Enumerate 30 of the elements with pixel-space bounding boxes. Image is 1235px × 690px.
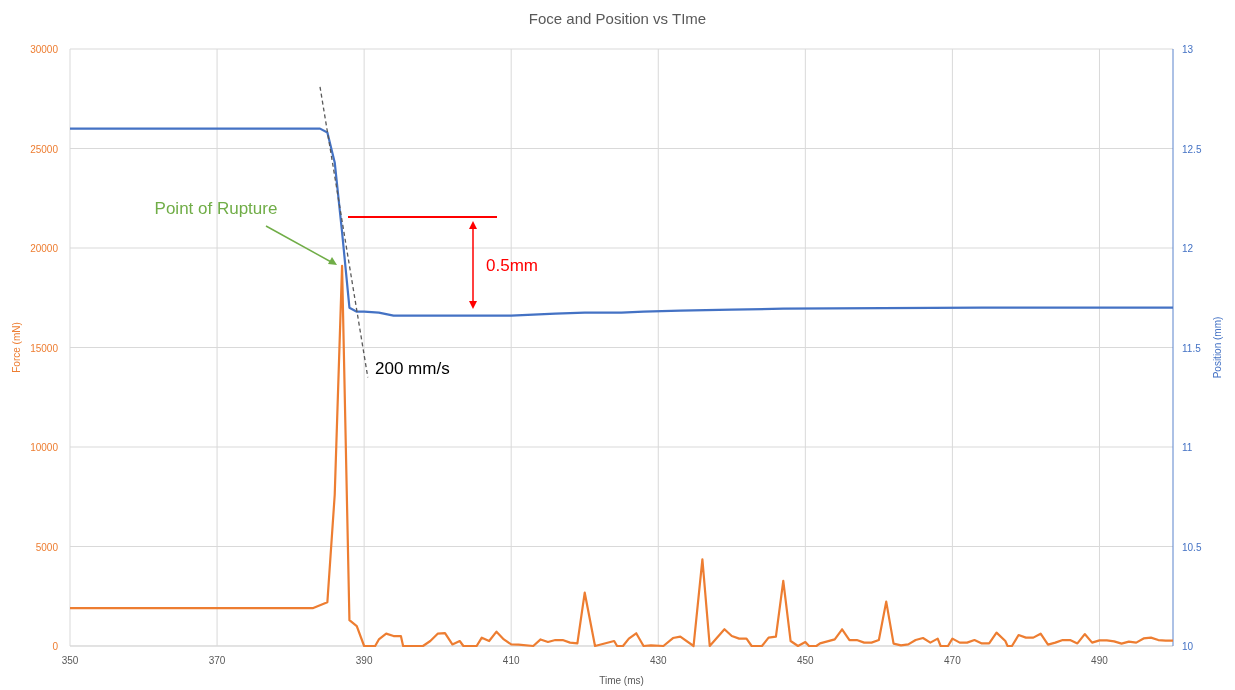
- y-tick-label: 10000: [30, 442, 59, 453]
- x-axis-title: Time (ms): [599, 675, 644, 686]
- annotation: 0.5mm: [486, 256, 538, 275]
- x-tick-label: 390: [355, 655, 373, 666]
- y2-tick-label: 13: [1182, 44, 1194, 55]
- y2-tick-label: 11: [1182, 442, 1193, 453]
- y-axis-title: Force (mN): [11, 322, 22, 373]
- x-tick-label: 430: [649, 655, 668, 666]
- y-tick-label: 15000: [30, 342, 59, 354]
- y-tick-label: 5000: [35, 541, 59, 553]
- x-tick-label: 350: [61, 655, 79, 666]
- y2-tick-label: 12.5: [1182, 143, 1202, 155]
- chart-title: Foce and Position vs TIme: [528, 10, 707, 27]
- y-tick-label: 20000: [30, 243, 59, 254]
- annotation: Point of Rupture: [154, 199, 278, 218]
- annotation: 200 mm/s: [375, 359, 450, 378]
- y2-tick-label: 12: [1182, 243, 1194, 254]
- x-tick-label: 410: [502, 655, 520, 666]
- x-tick-label: 370: [208, 655, 226, 666]
- y2-tick-label: 11.5: [1182, 342, 1202, 354]
- y2-tick-label: 10: [1182, 641, 1194, 652]
- y-tick-label: 25000: [30, 143, 59, 155]
- y2-axis-title: Position (mm): [1212, 316, 1223, 379]
- y-tick-label: 30000: [30, 44, 59, 55]
- y-tick-label: 0: [52, 641, 59, 652]
- y2-tick-label: 10.5: [1182, 541, 1202, 553]
- line-series: [68, 127, 1175, 317]
- x-tick-label: 450: [796, 655, 815, 666]
- x-tick-label: 470: [944, 655, 962, 666]
- x-tick-label: 490: [1091, 655, 1109, 666]
